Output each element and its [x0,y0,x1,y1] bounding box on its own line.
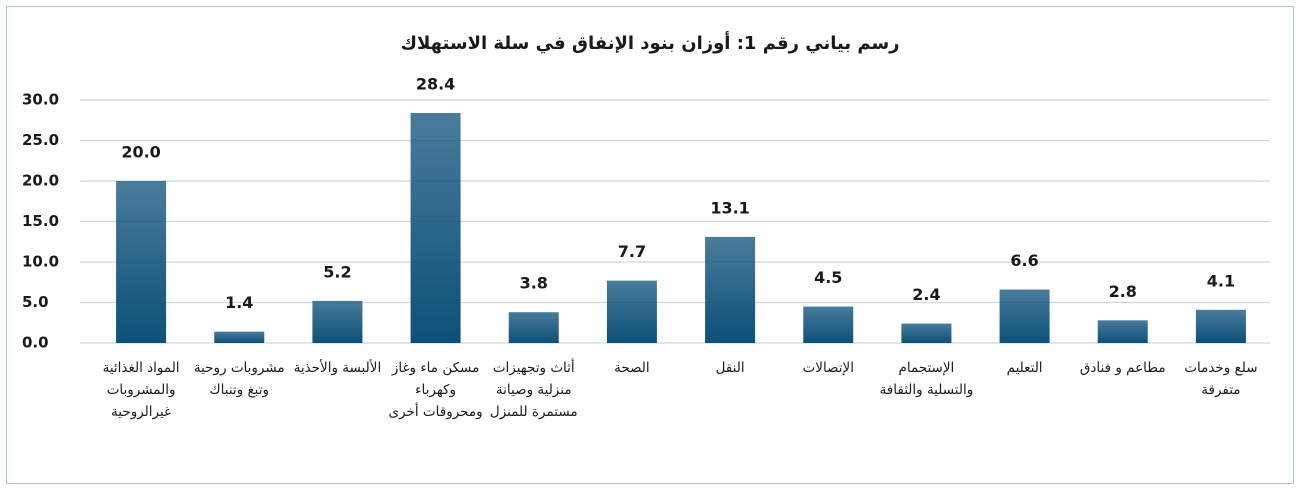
value-label: 28.4 [416,74,455,93]
value-label: 7.7 [618,242,646,261]
y-tick-label: 0.0 [22,334,49,352]
x-tick-label: مسكن ماء وغاز وكهرباء ومحروقات أخرى [388,360,483,420]
y-tick-label: 20.0 [22,172,59,190]
y-tick-label: 5.0 [22,293,49,311]
y-tick-label: 10.0 [22,253,59,271]
value-label: 4.1 [1207,271,1235,290]
value-label: 1.4 [225,293,253,312]
bar [999,289,1050,343]
y-tick-label: 25.0 [22,131,59,149]
x-tick-label: الإستجمام والتسلية والثقافة [879,360,974,398]
x-tick-label: الإتصالات [802,360,854,376]
value-label: 3.8 [520,274,548,293]
value-label: 4.5 [814,268,842,287]
x-tick-label: الصحة [614,360,650,376]
x-tick-label: المواد الغذائية والمشروبات غيرالروحية [102,360,180,420]
y-tick-label: 15.0 [22,212,59,230]
x-tick-label: الألبسة والأحذية [293,360,382,376]
bar [116,181,167,343]
x-tick-label: مطاعم و فنادق [1079,360,1166,376]
value-label: 13.1 [710,198,749,217]
bar [803,306,854,343]
bar [1097,320,1148,343]
bar [1195,309,1246,343]
x-tick-label: مشروبات روحية وتبغ وتنباك [193,360,285,398]
x-tick-label: النقل [715,360,745,376]
y-tick-label: 30.0 [22,91,59,109]
bar [901,323,952,343]
bar [705,236,756,343]
chart-frame [6,6,1294,484]
value-label: 2.8 [1109,282,1137,301]
x-tick-label: التعليم [1006,360,1043,376]
value-label: 20.0 [121,143,160,162]
bar [214,331,265,343]
chart-title: رسم بياني رقم 1: أوزان بنود الإنفاق في س… [400,31,899,54]
bar [312,300,363,343]
x-tick-label: أثاث وتجهيزات منزلية وصيانة مستمرة للمنز… [489,360,578,420]
bar [410,112,461,344]
value-label: 6.6 [1010,251,1038,270]
value-label: 5.2 [323,262,351,281]
x-tick-label: سلع وخدمات متفرقة [1184,360,1258,398]
bar [508,312,559,343]
value-label: 2.4 [912,285,940,304]
bar [606,280,657,343]
